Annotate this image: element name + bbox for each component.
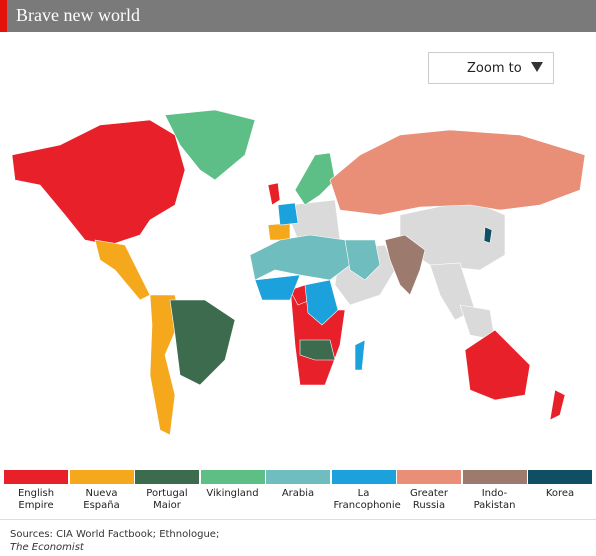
legend-item: La Francophonie xyxy=(331,470,401,512)
legend-swatch xyxy=(200,470,265,484)
legend-item: Portugal Maior xyxy=(135,470,199,512)
legend-item: Korea xyxy=(528,470,592,500)
legend-item: Greater Russia xyxy=(397,470,461,512)
header-stripe xyxy=(0,0,7,32)
zoom-dropdown[interactable]: Zoom to xyxy=(428,52,554,84)
legend-swatch xyxy=(4,470,68,484)
legend-swatch xyxy=(69,470,134,484)
title: Brave new world xyxy=(16,5,140,25)
legend-label: Korea xyxy=(545,488,575,499)
legend-label: English Empire xyxy=(17,488,55,511)
legend-item: Indo-Pakistan xyxy=(462,470,527,512)
legend-label: La Francophonie xyxy=(333,488,401,511)
legend-label: Portugal Maior xyxy=(146,488,188,511)
legend-label: Greater Russia xyxy=(409,488,449,511)
legend-swatch xyxy=(331,470,396,484)
legend-item: English Empire xyxy=(4,470,68,512)
zoom-label: Zoom to xyxy=(467,61,522,76)
legend-label: Vikingland xyxy=(206,488,259,499)
sources: Sources: CIA World Factbook; Ethnologue;… xyxy=(10,528,219,554)
legend-item: Nueva España xyxy=(69,470,134,512)
header: Brave new world xyxy=(0,0,596,32)
map-regions xyxy=(11,109,586,436)
legend-swatch xyxy=(528,470,592,484)
legend-label: Arabia xyxy=(281,488,315,499)
legend-item: Vikingland xyxy=(200,470,265,500)
legend-swatch xyxy=(397,470,461,484)
sources-text: Sources: CIA World Factbook; Ethnologue; xyxy=(10,529,220,540)
world-map xyxy=(11,109,586,436)
legend-label: Indo-Pakistan xyxy=(473,488,516,511)
legend-item: Arabia xyxy=(266,470,330,500)
legend-swatch xyxy=(462,470,527,484)
sources-publication: The Economist xyxy=(10,542,84,553)
legend-swatch xyxy=(266,470,330,484)
legend-label: Nueva España xyxy=(83,488,120,511)
dropdown-arrow xyxy=(531,62,543,72)
legend-swatch xyxy=(135,470,199,484)
divider xyxy=(0,519,596,520)
